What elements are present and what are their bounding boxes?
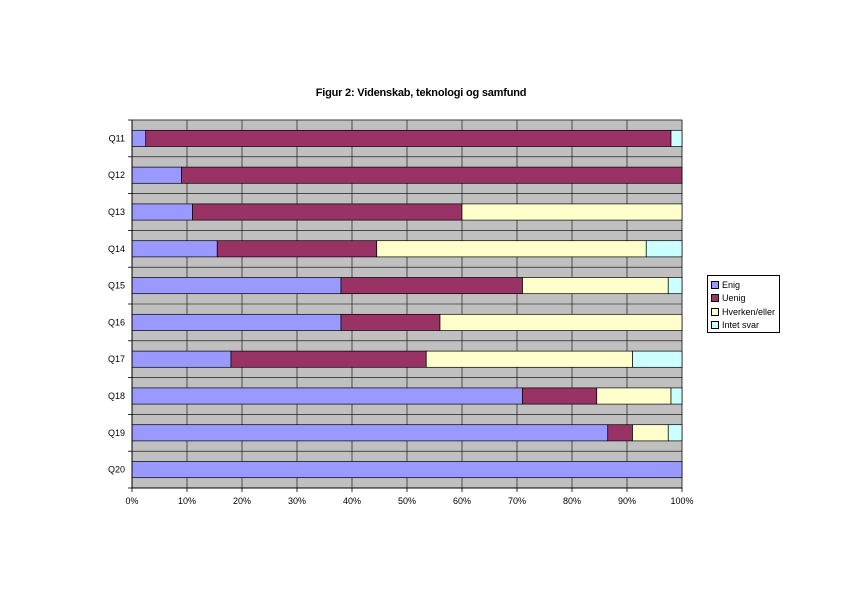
- legend-item: Intet svar: [711, 319, 776, 333]
- bar-q14-uenig: [216, 240, 378, 258]
- y-tick-label: Q17: [108, 354, 125, 364]
- bar-q13-enig: [131, 203, 193, 221]
- legend-label: Uenig: [722, 293, 746, 304]
- chart-legend: Enig Uenig Hverken/eller Intet svar: [707, 275, 780, 333]
- bar-q19-hverken-eller: [632, 424, 669, 442]
- bar-q16-enig: [131, 313, 342, 331]
- bar-q17-intet-svar: [632, 350, 683, 368]
- bar-q17-hverken-eller: [425, 350, 633, 368]
- bar-q19-intet-svar: [667, 424, 683, 442]
- bar-q17-enig: [131, 350, 232, 368]
- x-tick-label: 100%: [670, 496, 693, 506]
- bar-q15-hverken-eller: [522, 277, 669, 295]
- x-tick-label: 20%: [233, 496, 251, 506]
- y-tick-label: Q20: [108, 465, 125, 475]
- x-tick-label: 60%: [453, 496, 471, 506]
- y-tick-label: Q18: [108, 391, 125, 401]
- legend-swatch: [711, 307, 719, 316]
- x-tick-label: 40%: [343, 496, 361, 506]
- legend-item: Enig: [711, 278, 776, 292]
- legend-item: Uenig: [711, 292, 776, 306]
- bar-q17-uenig: [230, 350, 427, 368]
- x-tick-label: 80%: [563, 496, 581, 506]
- x-tick-label: 50%: [398, 496, 416, 506]
- bar-q12-enig: [131, 166, 182, 184]
- y-tick-label: Q11: [109, 133, 125, 143]
- y-tick-label: Q19: [108, 428, 125, 438]
- bar-q11-enig: [131, 129, 147, 147]
- bar-q15-intet-svar: [667, 277, 683, 295]
- x-tick-label: 0%: [125, 496, 138, 506]
- bar-q19-uenig: [607, 424, 633, 442]
- bar-q18-uenig: [522, 387, 598, 405]
- bar-q12-uenig: [181, 166, 683, 184]
- bar-q14-enig: [131, 240, 218, 258]
- bar-q16-hverken-eller: [439, 313, 683, 331]
- y-tick-label: Q14: [108, 244, 125, 254]
- legend-label: Intet svar: [722, 320, 760, 331]
- x-tick-label: 30%: [288, 496, 306, 506]
- bar-q19-enig: [131, 424, 609, 442]
- y-tick-label: Q16: [108, 317, 125, 327]
- bar-q13-hverken-eller: [461, 203, 683, 221]
- legend-label: Enig: [722, 279, 741, 290]
- x-tick-label: 90%: [618, 496, 636, 506]
- bar-q16-uenig: [340, 313, 441, 331]
- legend-swatch: [711, 294, 719, 303]
- bar-q11-intet-svar: [670, 129, 683, 147]
- legend-swatch: [711, 280, 719, 289]
- y-tick-label: Q15: [108, 281, 125, 291]
- x-tick-label: 70%: [508, 496, 526, 506]
- bar-q14-hverken-eller: [376, 240, 647, 258]
- chart-title: Figur 2: Videnskab, teknologi og samfund: [315, 87, 527, 99]
- bar-q14-intet-svar: [645, 240, 683, 258]
- bar-q18-hverken-eller: [596, 387, 672, 405]
- bar-q11-uenig: [145, 129, 672, 147]
- bar-q15-uenig: [340, 277, 523, 295]
- bar-q13-uenig: [192, 203, 463, 221]
- y-tick-label: Q13: [108, 207, 125, 217]
- x-tick-label: 10%: [178, 496, 196, 506]
- bar-q20-enig: [131, 461, 683, 479]
- legend-label: Hverken/eller: [722, 306, 776, 317]
- bar-q15-enig: [131, 277, 342, 295]
- y-tick-label: Q12: [108, 170, 125, 180]
- bar-q18-intet-svar: [670, 387, 683, 405]
- bar-q18-enig: [131, 387, 523, 405]
- legend-item: Hverken/eller: [711, 305, 776, 319]
- legend-swatch: [711, 321, 719, 330]
